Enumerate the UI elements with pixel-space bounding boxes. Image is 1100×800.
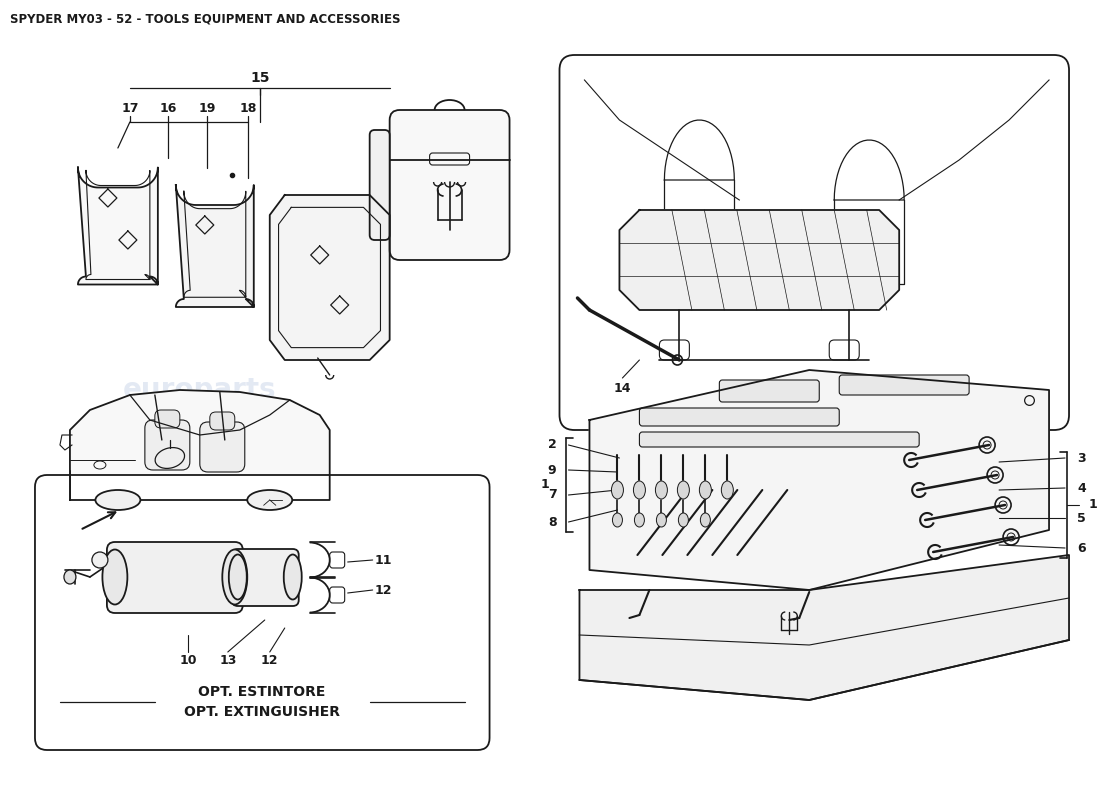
Ellipse shape [634, 481, 646, 499]
Text: 1: 1 [541, 478, 550, 491]
Text: 1: 1 [1089, 498, 1098, 511]
Ellipse shape [96, 490, 141, 510]
Ellipse shape [701, 513, 711, 527]
Text: 7: 7 [548, 489, 557, 502]
Ellipse shape [248, 490, 293, 510]
Ellipse shape [102, 550, 128, 605]
Ellipse shape [612, 481, 624, 499]
Circle shape [92, 552, 108, 568]
FancyBboxPatch shape [639, 432, 920, 447]
FancyBboxPatch shape [719, 380, 820, 402]
Ellipse shape [679, 513, 689, 527]
Ellipse shape [222, 550, 248, 605]
Ellipse shape [284, 554, 301, 599]
FancyBboxPatch shape [639, 408, 839, 426]
FancyBboxPatch shape [232, 549, 299, 606]
FancyBboxPatch shape [389, 110, 509, 260]
Polygon shape [70, 390, 330, 500]
Text: 2: 2 [548, 438, 557, 451]
Polygon shape [580, 555, 1069, 700]
FancyBboxPatch shape [210, 412, 234, 430]
Ellipse shape [613, 513, 623, 527]
Ellipse shape [678, 481, 690, 499]
Polygon shape [270, 195, 389, 360]
Polygon shape [619, 210, 899, 310]
Text: 8: 8 [548, 515, 557, 529]
Ellipse shape [64, 570, 76, 584]
Text: 19: 19 [198, 102, 216, 114]
Text: 11: 11 [375, 554, 393, 566]
Text: 10: 10 [179, 654, 197, 666]
Text: 16: 16 [160, 102, 176, 114]
FancyBboxPatch shape [35, 475, 490, 750]
Text: 15: 15 [250, 71, 270, 85]
FancyBboxPatch shape [145, 420, 190, 470]
Text: 14: 14 [614, 382, 631, 394]
Text: 4: 4 [1077, 482, 1086, 494]
Text: 3: 3 [1077, 451, 1086, 465]
Text: 5: 5 [1077, 511, 1086, 525]
Text: europarts: europarts [123, 376, 276, 404]
FancyBboxPatch shape [560, 55, 1069, 430]
Text: 9: 9 [548, 463, 557, 477]
Text: OPT. EXTINGUISHER: OPT. EXTINGUISHER [184, 705, 340, 719]
Polygon shape [590, 370, 1049, 590]
Polygon shape [176, 185, 254, 307]
Ellipse shape [700, 481, 712, 499]
Ellipse shape [635, 513, 645, 527]
Text: 13: 13 [219, 654, 236, 666]
Text: SPYDER MY03 - 52 - TOOLS EQUIPMENT AND ACCESSORIES: SPYDER MY03 - 52 - TOOLS EQUIPMENT AND A… [10, 12, 400, 25]
Ellipse shape [656, 481, 668, 499]
FancyBboxPatch shape [839, 375, 969, 395]
Text: europarts: europarts [642, 376, 796, 404]
Ellipse shape [657, 513, 667, 527]
Polygon shape [78, 167, 158, 285]
FancyBboxPatch shape [107, 542, 243, 613]
Text: 12: 12 [375, 583, 393, 597]
Text: 6: 6 [1077, 542, 1086, 554]
Text: 17: 17 [121, 102, 139, 114]
FancyBboxPatch shape [200, 422, 245, 472]
Text: europarts: europarts [123, 586, 276, 614]
Text: 12: 12 [261, 654, 278, 666]
Ellipse shape [722, 481, 734, 499]
FancyBboxPatch shape [155, 410, 179, 428]
Ellipse shape [229, 554, 246, 599]
FancyBboxPatch shape [370, 130, 389, 240]
Text: OPT. ESTINTORE: OPT. ESTINTORE [198, 685, 326, 699]
Text: europarts: europarts [642, 586, 796, 614]
Text: 18: 18 [239, 102, 256, 114]
